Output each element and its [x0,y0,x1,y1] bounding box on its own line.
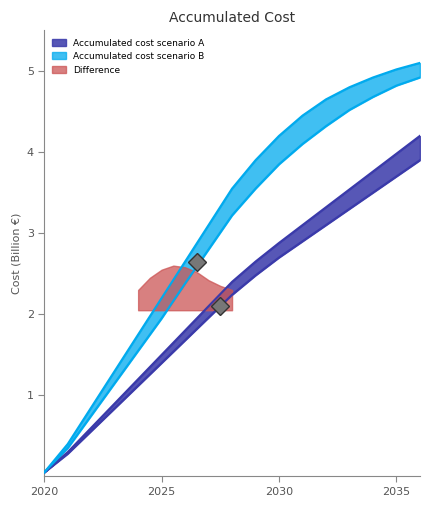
Y-axis label: Cost (Billion €): Cost (Billion €) [11,213,21,294]
Legend: Accumulated cost scenario A, Accumulated cost scenario B, Difference: Accumulated cost scenario A, Accumulated… [49,35,208,78]
Title: Accumulated Cost: Accumulated Cost [169,11,295,25]
